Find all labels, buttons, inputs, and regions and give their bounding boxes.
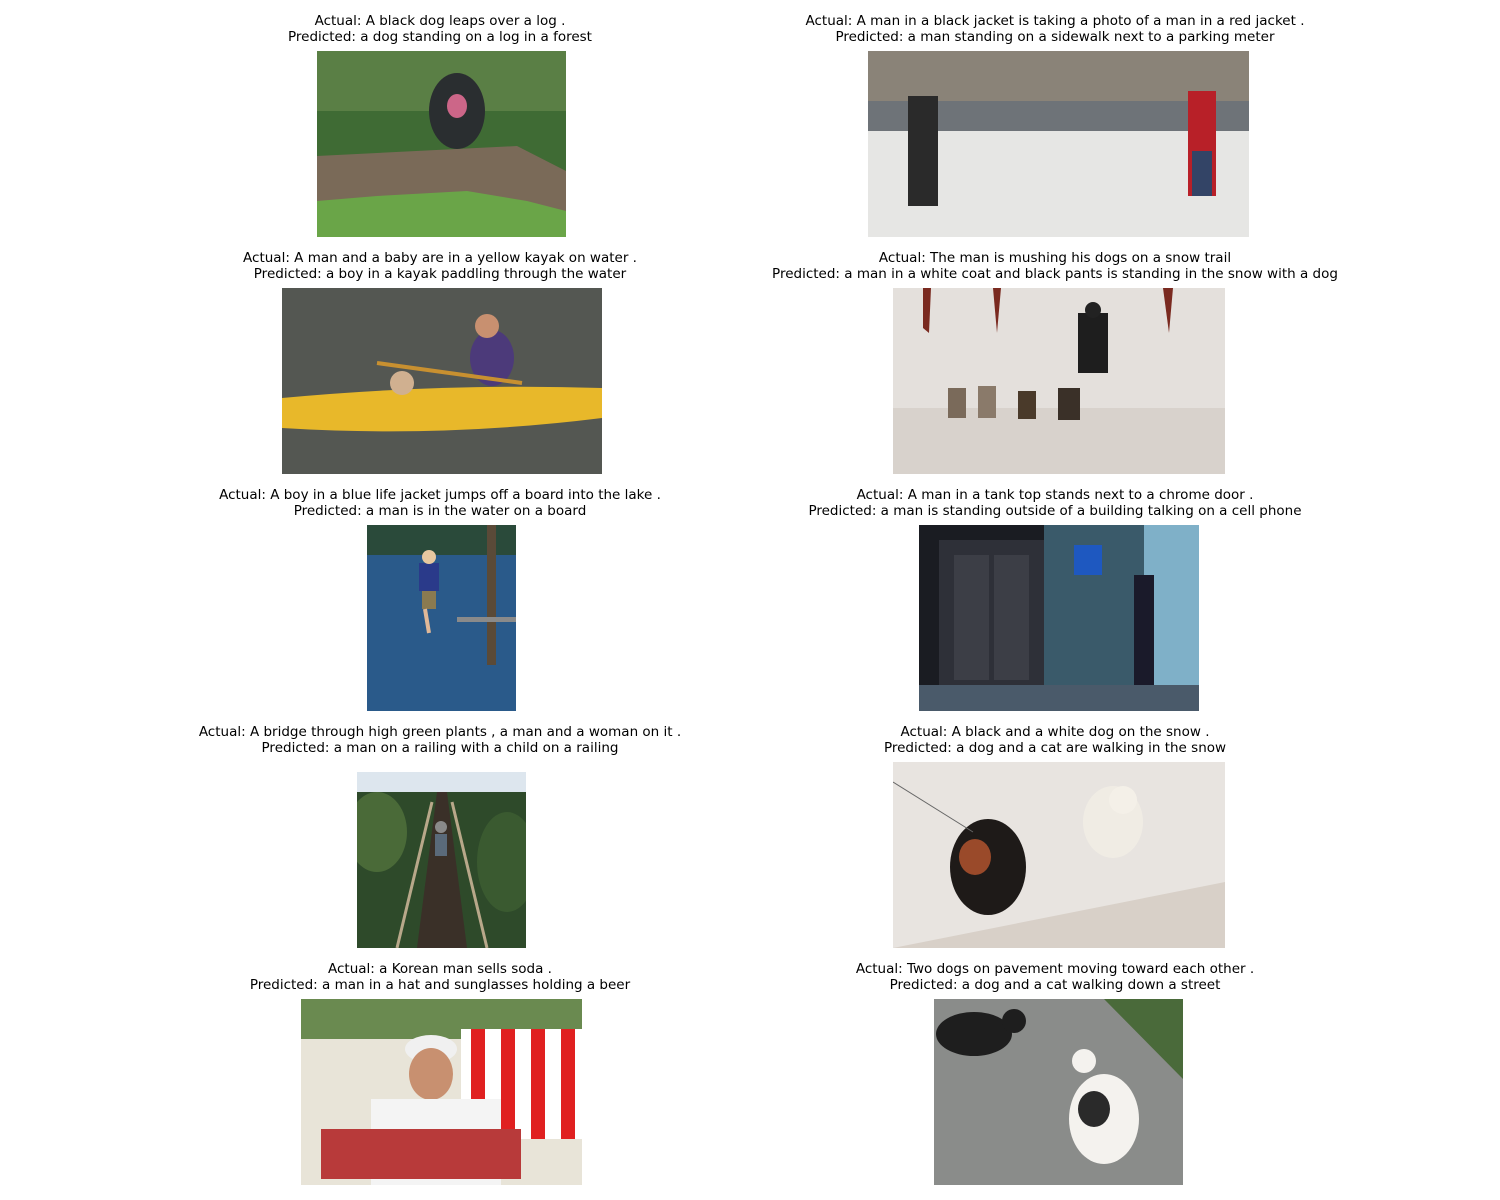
predicted-caption: Predicted: a dog standing on a log in a … [288, 29, 592, 45]
elevator-door-photo [919, 525, 1199, 711]
dog-leaping-log-photo [317, 51, 566, 237]
actual-caption: Actual: A man in a tank top stands next … [856, 487, 1254, 503]
yellow-kayak-photo [282, 288, 602, 474]
dogs-snow-photo [893, 762, 1225, 948]
rope-bridge-photo [357, 772, 526, 948]
actual-caption: Actual: A black dog leaps over a log . [314, 13, 566, 29]
panel-8: Actual: A black and a white dog on the s… [755, 723, 1355, 949]
plaza-men-photo [868, 51, 1249, 237]
actual-caption: Actual: A man and a baby are in a yellow… [243, 250, 637, 266]
panel-3: Actual: A man and a baby are in a yellow… [190, 249, 690, 475]
actual-caption: Actual: A man in a black jacket is takin… [805, 13, 1305, 29]
actual-caption: Actual: a Korean man sells soda . [328, 961, 552, 977]
panel-9: Actual: a Korean man sells soda . Predic… [190, 960, 690, 1186]
predicted-caption: Predicted: a man standing on a sidewalk … [835, 29, 1275, 45]
predicted-caption: Predicted: a man in a hat and sunglasses… [249, 977, 631, 993]
predicted-caption: Predicted: a dog and a cat are walking i… [883, 740, 1227, 756]
predicted-caption: Predicted: a man in a white coat and bla… [772, 266, 1338, 282]
panel-4: Actual: The man is mushing his dogs on a… [755, 249, 1355, 475]
predicted-caption: Predicted: a dog and a cat walking down … [889, 977, 1221, 993]
soda-vendor-photo [301, 999, 582, 1185]
panel-2: Actual: A man in a black jacket is takin… [755, 12, 1355, 238]
actual-caption: Actual: A black and a white dog on the s… [900, 724, 1210, 740]
actual-caption: Actual: A bridge through high green plan… [198, 724, 682, 740]
panel-5: Actual: A boy in a blue life jacket jump… [190, 486, 690, 712]
panel-6: Actual: A man in a tank top stands next … [755, 486, 1355, 712]
actual-caption: Actual: A boy in a blue life jacket jump… [219, 487, 661, 503]
predicted-caption: Predicted: a boy in a kayak paddling thr… [253, 266, 627, 282]
predicted-caption: Predicted: a man on a railing with a chi… [261, 740, 619, 756]
dogs-pavement-photo [934, 999, 1183, 1185]
panel-7: Actual: A bridge through high green plan… [190, 723, 690, 949]
actual-caption: Actual: The man is mushing his dogs on a… [878, 250, 1232, 266]
predicted-caption: Predicted: a man is standing outside of … [808, 503, 1302, 519]
panel-10: Actual: Two dogs on pavement moving towa… [755, 960, 1355, 1186]
panel-1: Actual: A black dog leaps over a log . P… [190, 12, 690, 238]
actual-caption: Actual: Two dogs on pavement moving towa… [855, 961, 1255, 977]
dog-sled-photo [893, 288, 1225, 474]
boy-jumping-lake-photo [367, 525, 516, 711]
predicted-caption: Predicted: a man is in the water on a bo… [293, 503, 587, 519]
